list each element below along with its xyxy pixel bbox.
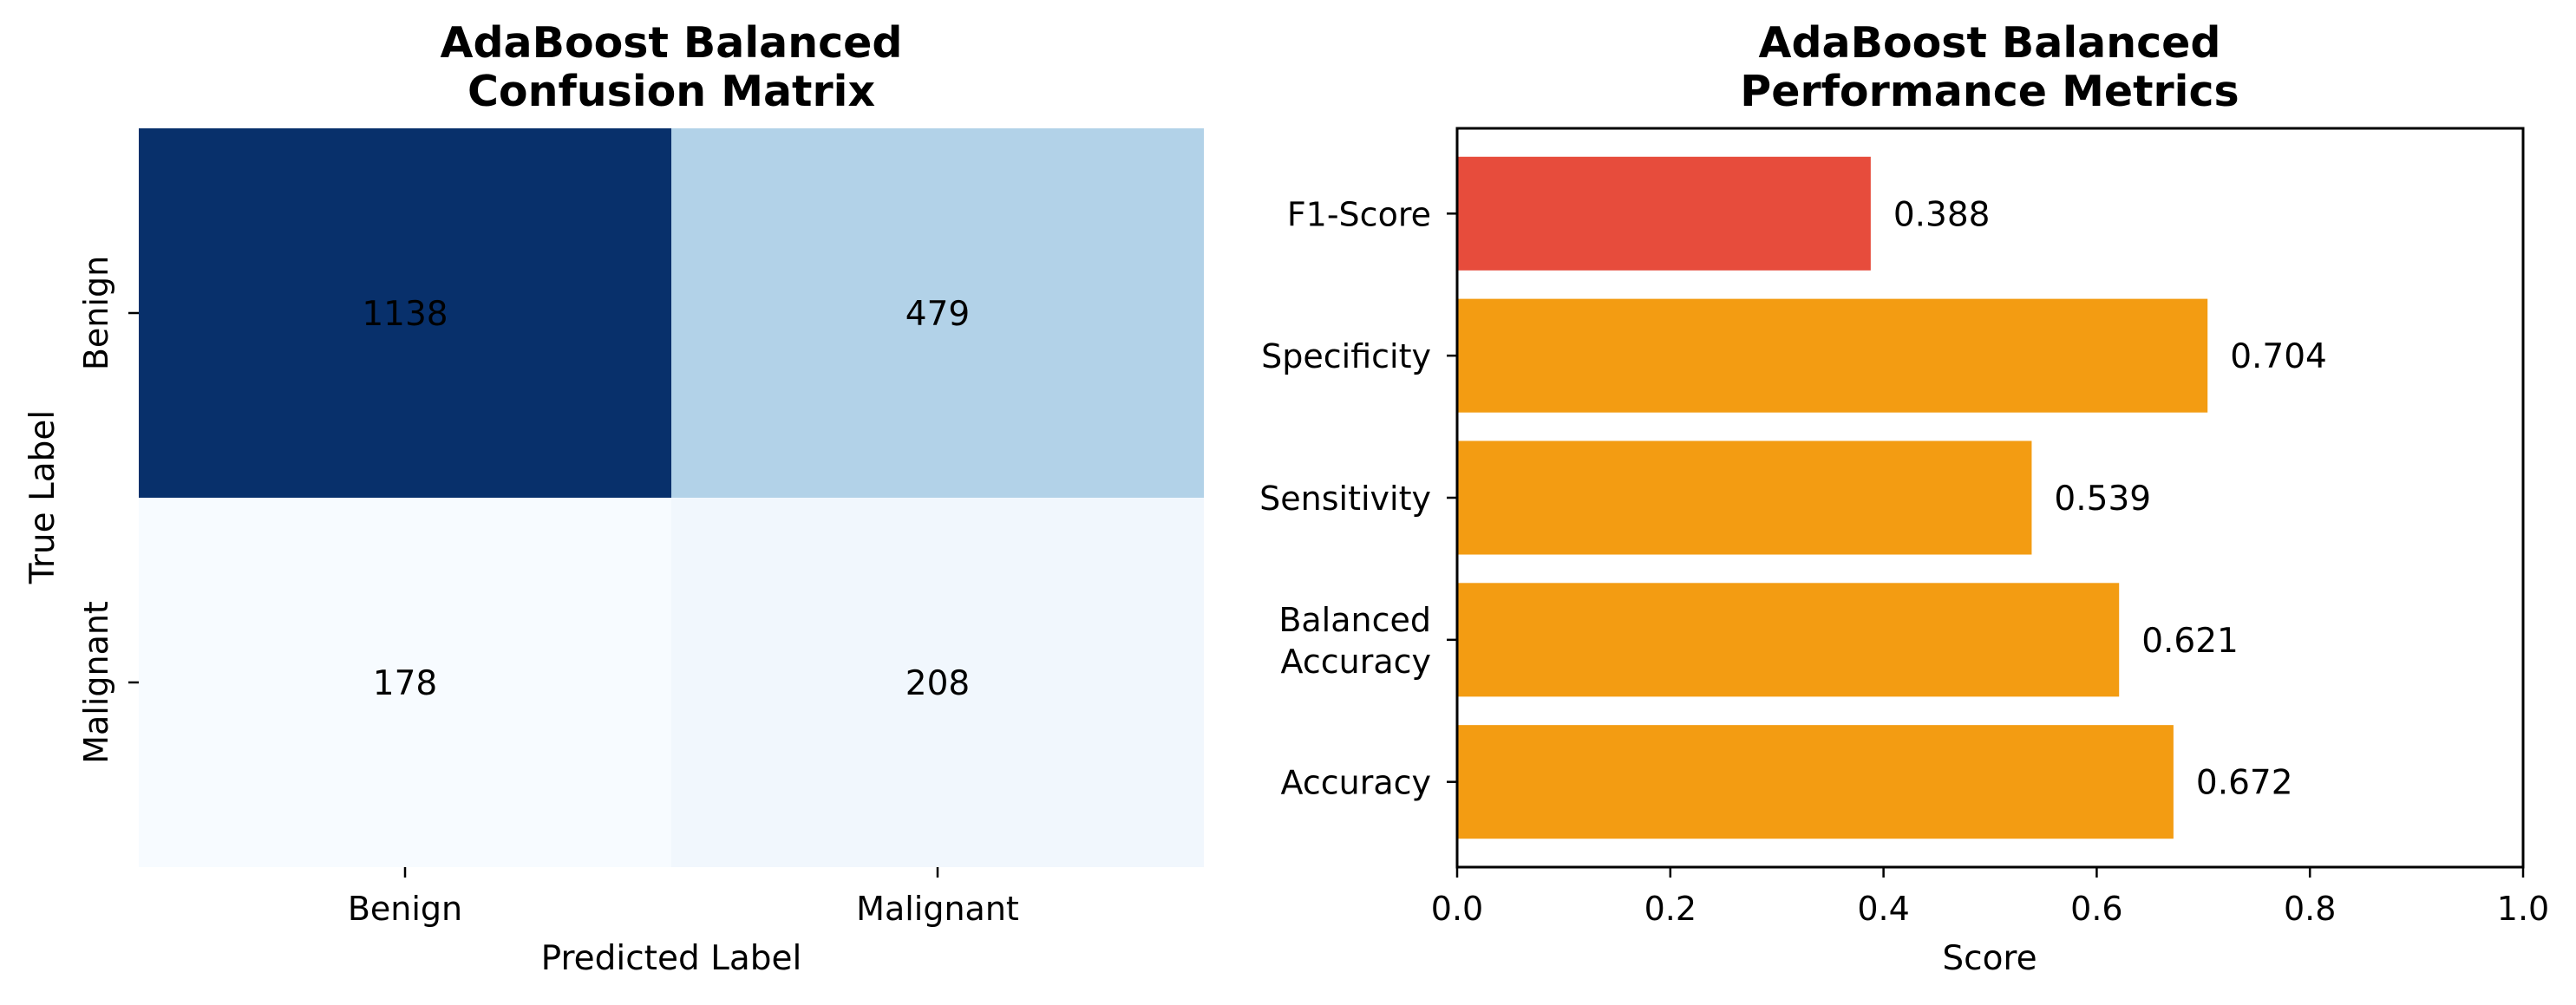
metric-bar (1457, 725, 2174, 839)
matrix-cell (671, 498, 1204, 867)
metric-bar (1457, 583, 2120, 697)
metric-bar (1457, 156, 1871, 271)
metrics-panel: AdaBoost Balanced Performance Metrics 0.… (1259, 18, 2549, 978)
metrics-title-line-1: AdaBoost Balanced (1759, 18, 2221, 68)
matrix-cell (139, 498, 671, 867)
confusion-matrix-title-line-2: Confusion Matrix (467, 67, 875, 116)
confusion-matrix-xlabel: Predicted Label (541, 939, 802, 978)
matrix-cell-value: 479 (906, 295, 970, 334)
metric-bar-value-label: 0.672 (2196, 764, 2293, 803)
x-tick-label: 0.6 (2070, 890, 2122, 928)
metric-bar (1457, 441, 2032, 555)
y-tick-label: Accuracy (1281, 764, 1432, 802)
y-tick-label: F1-Score (1287, 195, 1431, 233)
confusion-matrix-panel: AdaBoost Balanced Confusion Matrix 1138 4… (23, 18, 1204, 978)
x-tick-label: Benign (348, 890, 462, 928)
metrics-x-ticks: 0.0 0.2 0.4 0.6 0.8 1.0 (1431, 867, 2549, 928)
x-tick-label: 0.8 (2284, 890, 2336, 928)
metrics-bars: 0.672 0.621 0.539 0.704 0.388 (1457, 156, 2327, 839)
x-tick-label: Malignant (856, 890, 1019, 928)
metrics-xlabel: Score (1942, 939, 2037, 978)
metric-bar-value-label: 0.621 (2141, 622, 2239, 661)
y-tick-label: Balanced (1278, 601, 1431, 639)
x-tick-label: 1.0 (2497, 890, 2549, 928)
confusion-matrix-ylabel: True Label (23, 410, 62, 584)
matrix-cell (139, 128, 671, 498)
metric-bar-value-label: 0.388 (1893, 195, 1991, 234)
confusion-matrix-ticks: Benign Malignant Benign Malignant (77, 256, 1019, 928)
metric-bar-value-label: 0.704 (2230, 337, 2327, 376)
y-tick-label: Specificity (1261, 337, 1431, 375)
matrix-cell-value: 178 (373, 664, 437, 703)
y-tick-label: Sensitivity (1259, 480, 1431, 518)
x-tick-label: 0.2 (1644, 890, 1697, 928)
y-tick-label: Malignant (77, 601, 115, 764)
matrix-cell-value: 208 (906, 664, 970, 703)
metric-bar (1457, 298, 2208, 413)
metrics-y-ticks: Accuracy Balanced Accuracy Sensitivity Speci… (1259, 195, 1457, 802)
metric-bar-value-label: 0.539 (2054, 480, 2151, 519)
x-tick-label: 0.4 (1857, 890, 1909, 928)
x-tick-label: 0.0 (1431, 890, 1483, 928)
confusion-matrix-title-line-1: AdaBoost Balanced (441, 18, 903, 68)
y-tick-label: Accuracy (1281, 643, 1432, 681)
metrics-title-line-2: Performance Metrics (1740, 67, 2239, 116)
confusion-matrix-cells: 1138 479 178 208 (139, 128, 1204, 867)
y-tick-label: Benign (77, 256, 115, 370)
matrix-cell-value: 1138 (362, 295, 448, 334)
matrix-cell (671, 128, 1204, 498)
